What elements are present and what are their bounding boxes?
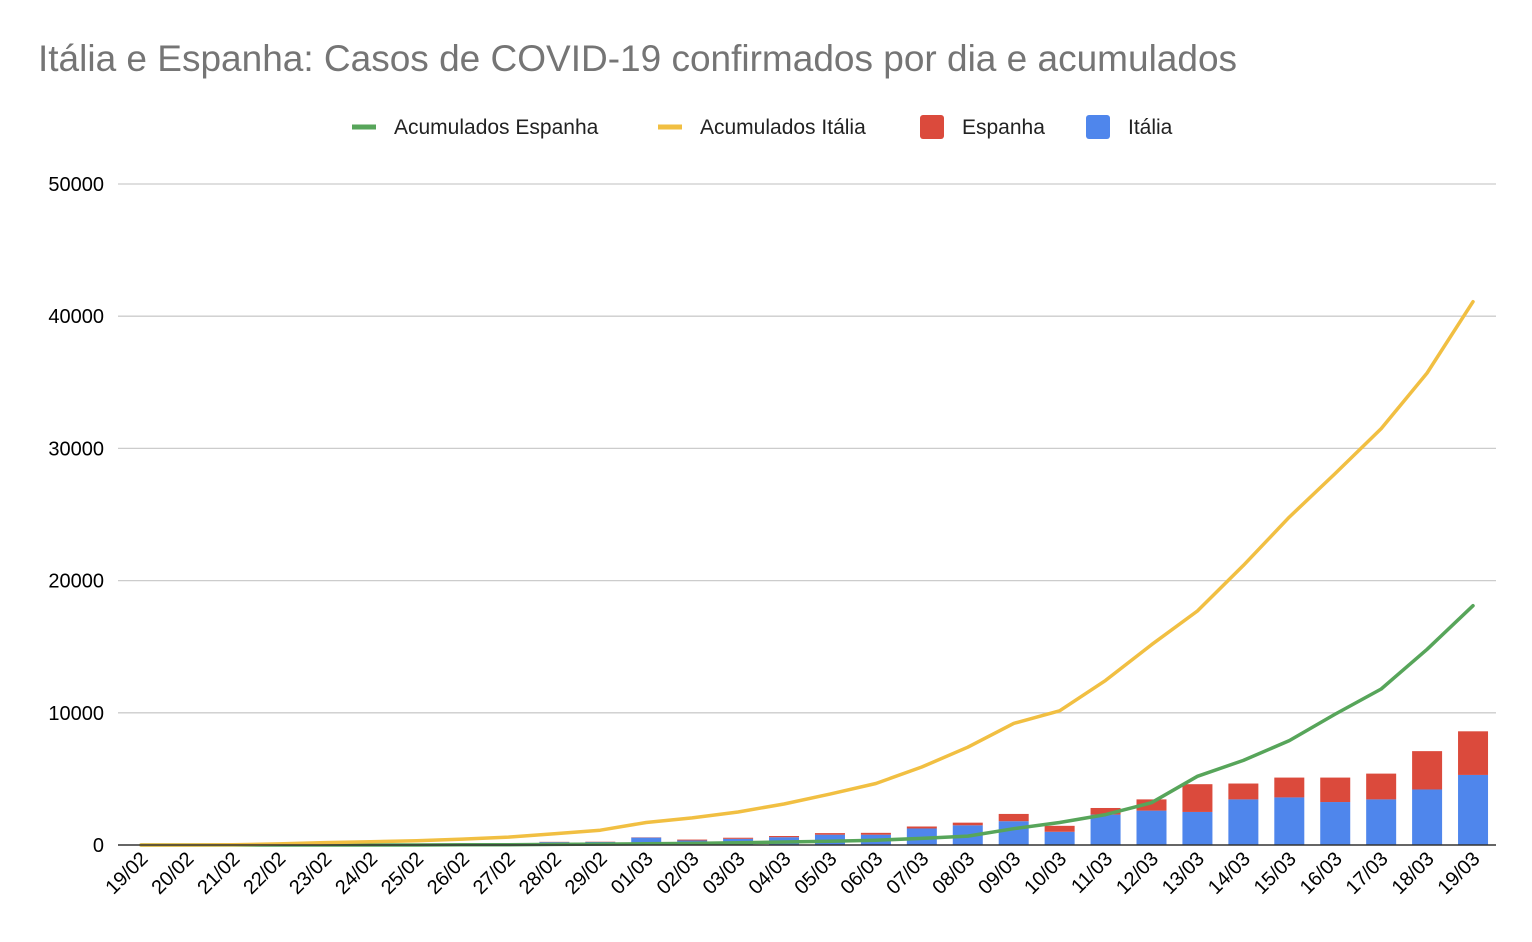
- bar-itlia: [1136, 810, 1167, 845]
- x-axis-ticks: 19/0220/0221/0222/0223/0224/0225/0226/02…: [102, 848, 1485, 899]
- bar-espanha: [1320, 777, 1351, 803]
- bar-itlia: [1044, 831, 1075, 845]
- bar-espanha: [1458, 731, 1489, 775]
- legend-label: Acumulados Itália: [700, 116, 866, 139]
- x-tick-label: 01/03: [607, 848, 658, 899]
- x-tick-label: 06/03: [836, 848, 887, 899]
- chart-legend: Acumulados Espanha Acumulados Itália Espan…: [352, 115, 1173, 139]
- bar-espanha: [952, 822, 983, 826]
- chart-title: Itália e Espanha: Casos de COVID-19 conf…: [38, 38, 1238, 79]
- x-tick-label: 11/03: [1067, 848, 1117, 898]
- x-tick-label: 27/02: [469, 848, 520, 899]
- legend-box-swatch: [920, 115, 944, 139]
- bar-itlia: [1090, 814, 1121, 845]
- bar-espanha: [1366, 773, 1397, 800]
- x-tick-label: 13/03: [1158, 848, 1209, 899]
- bar-itlia: [1412, 789, 1443, 845]
- x-tick-label: 05/03: [791, 848, 842, 899]
- x-tick-label: 19/02: [102, 848, 153, 899]
- bar-itlia: [631, 837, 662, 845]
- x-tick-label: 28/02: [515, 848, 566, 899]
- bar-itlia: [1366, 799, 1397, 845]
- bar-itlia: [998, 821, 1029, 845]
- y-tick-label: 50000: [48, 174, 104, 196]
- bar-espanha: [1182, 784, 1213, 812]
- x-tick-label: 17/03: [1342, 848, 1393, 899]
- bar-espanha: [860, 832, 891, 835]
- x-tick-label: 22/02: [239, 848, 290, 899]
- bars: [263, 731, 1489, 845]
- series-line: [139, 299, 1475, 847]
- bar-espanha: [1044, 825, 1075, 832]
- y-axis-ticks: 50000 40000 30000 20000 10000 0: [48, 174, 104, 857]
- bar-espanha: [998, 813, 1029, 822]
- bar-itlia: [1182, 811, 1213, 845]
- x-tick-label: 03/03: [699, 848, 750, 899]
- series-line: [139, 603, 1475, 847]
- bar-espanha: [906, 826, 937, 829]
- bar-espanha: [723, 837, 754, 839]
- bar-itlia: [1228, 799, 1259, 845]
- y-tick-label: 0: [93, 835, 104, 857]
- x-tick-label: 19/03: [1434, 848, 1485, 899]
- legend-label: Espanha: [962, 116, 1045, 139]
- bar-espanha: [769, 836, 800, 838]
- bar-espanha: [1412, 751, 1443, 790]
- x-tick-label: 29/02: [561, 848, 612, 899]
- x-tick-label: 02/03: [653, 848, 704, 899]
- x-tick-label: 20/02: [147, 848, 198, 899]
- x-tick-label: 21/02: [193, 848, 244, 899]
- bar-itlia: [1458, 774, 1489, 845]
- bar-espanha: [814, 833, 845, 835]
- x-tick-label: 24/02: [331, 848, 382, 899]
- bar-itlia: [1320, 802, 1351, 845]
- x-tick-label: 23/02: [285, 848, 336, 899]
- series-lines: [139, 299, 1475, 847]
- y-tick-label: 10000: [48, 703, 104, 725]
- bar-espanha: [1228, 783, 1259, 800]
- y-tick-label: 40000: [48, 306, 104, 328]
- bar-itlia: [1274, 797, 1305, 845]
- bar-espanha: [1274, 777, 1305, 798]
- x-tick-label: 07/03: [882, 848, 933, 899]
- legend-label: Itália: [1128, 116, 1173, 139]
- x-tick-label: 15/03: [1250, 848, 1301, 899]
- legend-box-swatch: [1086, 115, 1110, 139]
- x-tick-label: 26/02: [423, 848, 474, 899]
- y-tick-label: 30000: [48, 438, 104, 460]
- x-tick-label: 16/03: [1296, 848, 1347, 899]
- x-tick-label: 14/03: [1204, 848, 1255, 899]
- bar-espanha: [677, 839, 708, 841]
- x-tick-label: 25/02: [377, 848, 428, 899]
- x-tick-label: 04/03: [745, 848, 796, 899]
- x-tick-label: 18/03: [1388, 848, 1439, 899]
- y-tick-label: 20000: [48, 571, 104, 593]
- x-tick-label: 10/03: [1020, 848, 1071, 899]
- gridlines: [118, 183, 1496, 714]
- x-tick-label: 09/03: [974, 848, 1025, 899]
- legend-label: Acumulados Espanha: [394, 116, 599, 139]
- x-tick-label: 12/03: [1112, 848, 1163, 899]
- bar-espanha: [1090, 807, 1121, 815]
- bar-espanha: [1136, 799, 1167, 811]
- x-tick-label: 08/03: [928, 848, 979, 899]
